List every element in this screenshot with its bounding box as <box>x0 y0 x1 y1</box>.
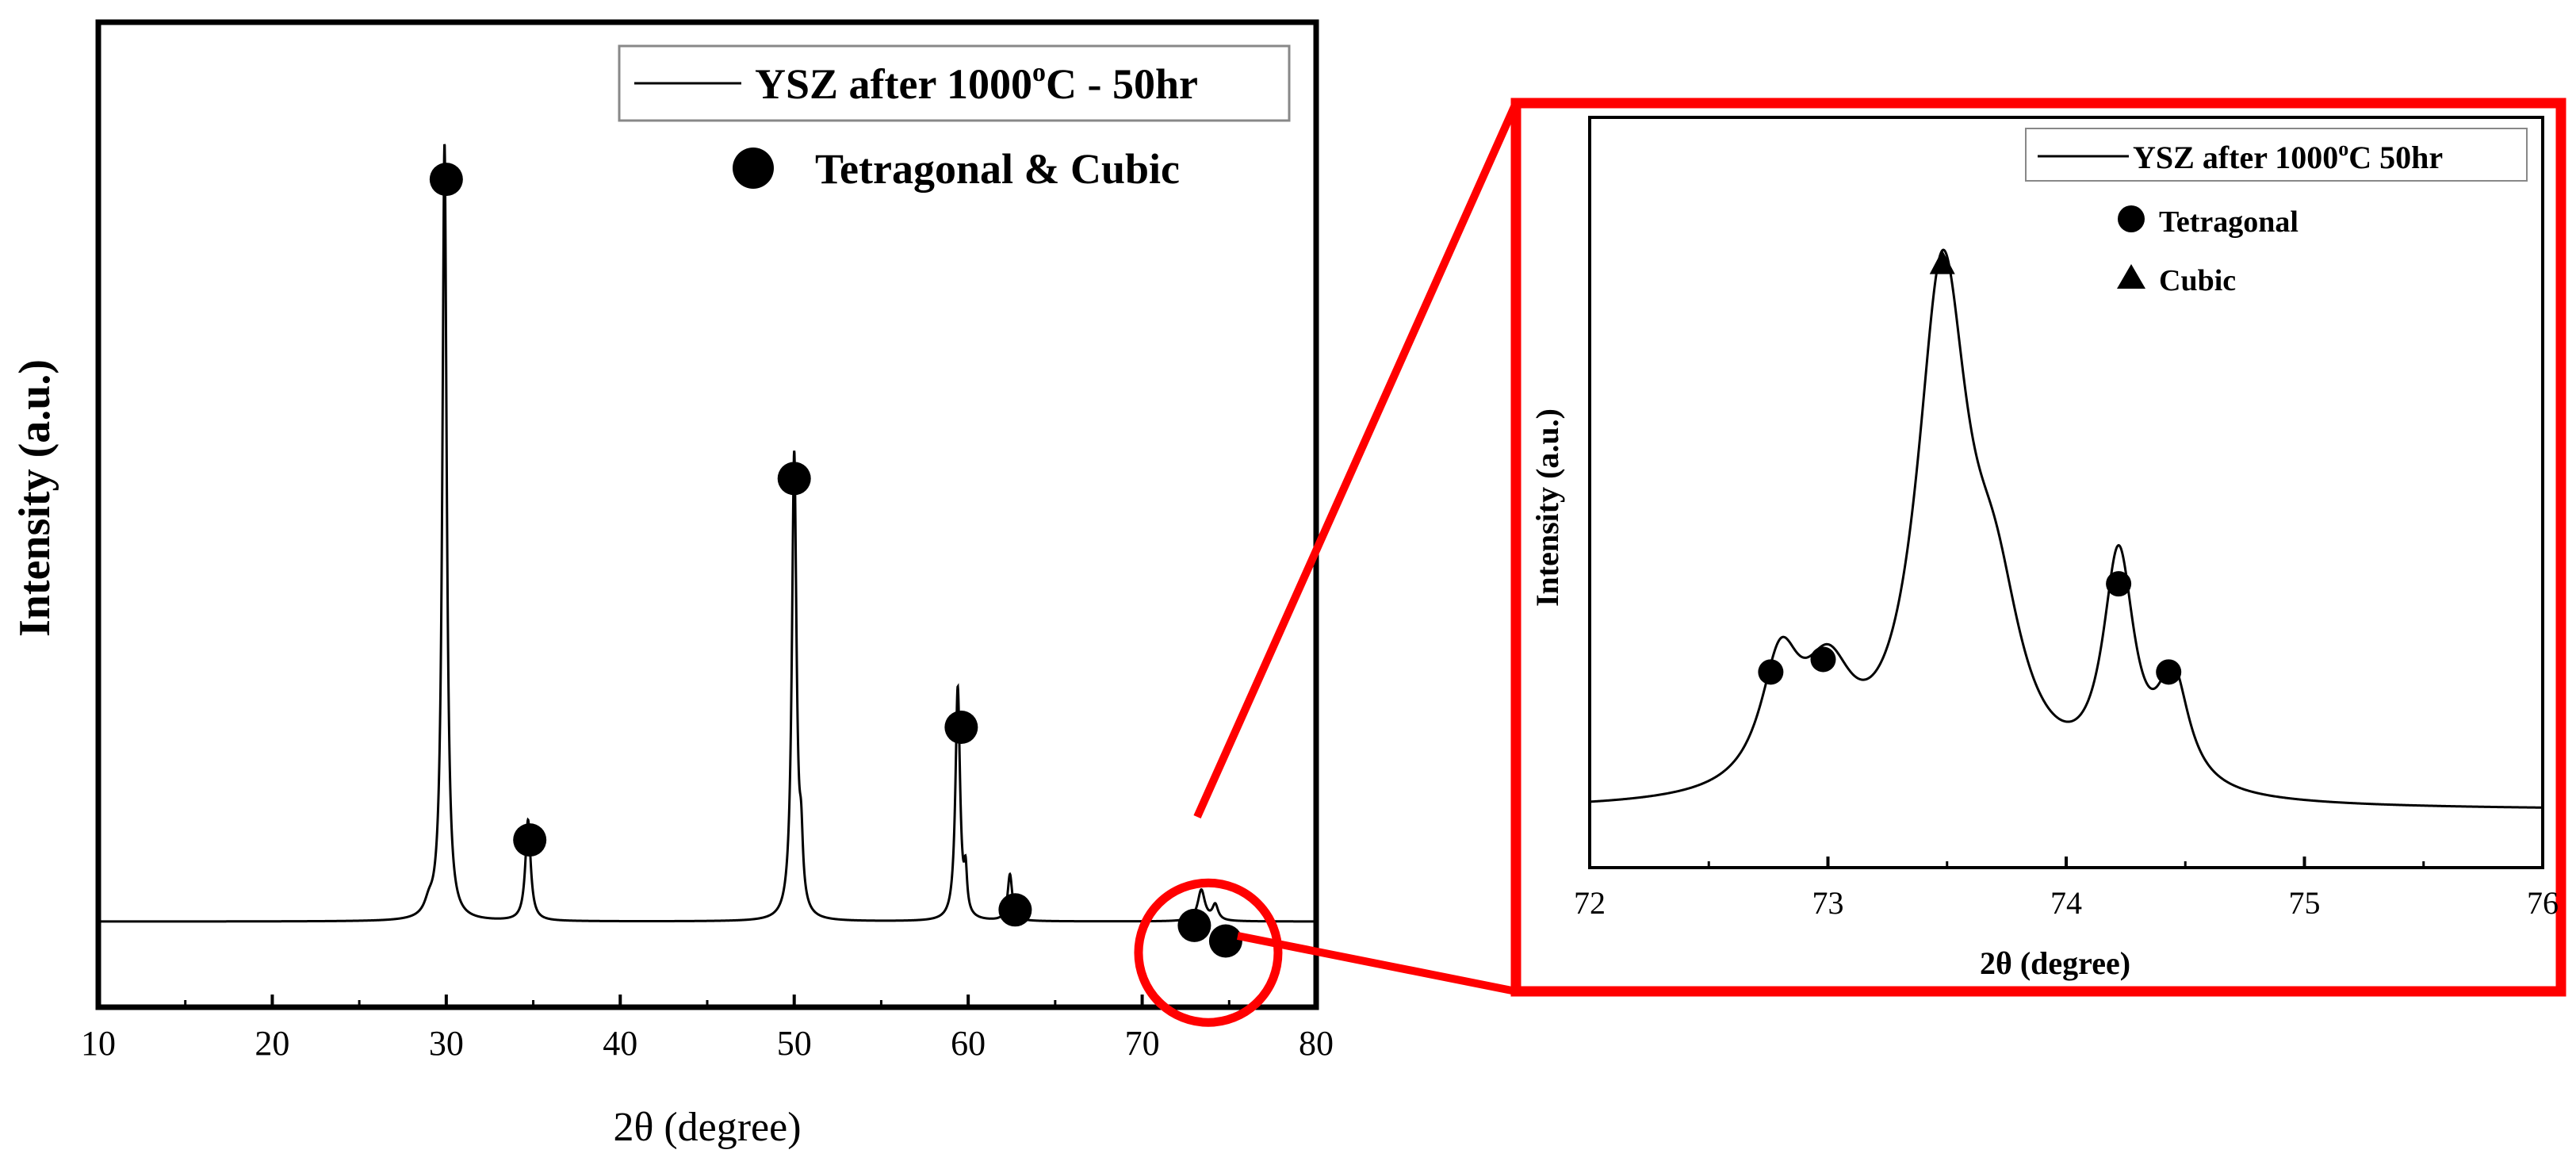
inset-x-ticks <box>1588 857 2544 868</box>
zoom-connector-bottom <box>1237 932 1517 995</box>
inset-legend-label-base: YSZ after 1000 <box>2133 140 2338 175</box>
tetragonal-peak-marker <box>998 893 1032 927</box>
x-tick-label: 74 <box>2050 885 2082 921</box>
inset-legend-label-superscript: o <box>2338 137 2348 160</box>
tetragonal-peak-marker <box>777 462 811 496</box>
tetragonal-peak-marker <box>1758 659 1784 685</box>
zoom-circle <box>1134 878 1283 1027</box>
inset-legend-box <box>2025 128 2528 182</box>
tetragonal-peak-marker <box>429 163 463 197</box>
x-tick-label: 20 <box>255 1024 289 1063</box>
main-legend: YSZ after 1000oC - 50hr Tetragonal & Cub… <box>618 44 1291 193</box>
main-legend-circle-marker <box>733 148 774 189</box>
cubic-peak-marker <box>1929 250 1955 274</box>
x-tick-label: 80 <box>1299 1024 1334 1063</box>
inset-x-tick-labels: 72 73 74 75 76 <box>1574 885 2559 921</box>
x-tick-label: 75 <box>2289 885 2321 921</box>
main-x-ticks <box>97 995 1318 1007</box>
main-y-axis-label: Intensity (a.u.) <box>10 359 59 637</box>
inset-y-axis-label: Intensity (a.u.) <box>1529 408 1565 607</box>
x-tick-label: 70 <box>1125 1024 1160 1063</box>
x-tick-label: 10 <box>81 1024 116 1063</box>
tetragonal-peak-marker <box>1177 908 1211 942</box>
main-legend-label-base: YSZ after 1000 <box>755 60 1032 108</box>
inset-legend-label: YSZ after 1000oC 50hr <box>2133 137 2443 175</box>
x-tick-label: 76 <box>2527 885 2559 921</box>
tetragonal-peak-marker <box>513 823 547 857</box>
tetragonal-peak-marker <box>2106 571 2132 597</box>
tetragonal-peak-marker <box>1208 924 1242 958</box>
tetragonal-peak-marker <box>944 711 978 744</box>
x-tick-label: 40 <box>603 1024 637 1063</box>
main-legend-marker-label: Tetragonal & Cubic <box>815 145 1180 193</box>
x-tick-label: 72 <box>1574 885 1606 921</box>
x-tick-label: 73 <box>1812 885 1844 921</box>
main-legend-label-suffix: C - 50hr <box>1046 60 1198 108</box>
zoom-connector-top <box>1193 101 1520 819</box>
inset-legend-circle-marker <box>2118 205 2145 232</box>
main-peak-markers <box>429 163 1242 958</box>
inset-legend: YSZ after 1000oC 50hr Tetragonal Cubic <box>2025 128 2528 297</box>
main-legend-label: YSZ after 1000oC - 50hr <box>755 58 1198 108</box>
main-x-tick-labels: 10 20 30 40 50 60 70 80 <box>81 1024 1334 1063</box>
inset-peak-markers <box>1758 250 2182 685</box>
inset-legend-label-suffix: C 50hr <box>2348 140 2443 175</box>
inset-red-frame <box>1510 98 2566 997</box>
x-tick-label: 60 <box>951 1024 986 1063</box>
x-tick-label: 50 <box>777 1024 812 1063</box>
inset-series-line <box>1589 248 2543 809</box>
tetragonal-peak-marker <box>2156 659 2182 685</box>
inset-panel: 72 73 74 75 76 2θ (degree) Intensity (a.u.) … <box>1510 98 2566 997</box>
main-series-line <box>98 144 1316 923</box>
main-chart: 10 20 30 40 50 60 70 80 2θ (degree) Intensity (… <box>10 19 1334 1150</box>
tetragonal-peak-marker <box>1810 646 1836 673</box>
inset-legend-tetragonal-label: Tetragonal <box>2159 205 2298 239</box>
inset-legend-cubic-label: Cubic <box>2159 264 2236 297</box>
main-legend-label-superscript: o <box>1032 58 1046 87</box>
x-tick-label: 30 <box>429 1024 464 1063</box>
main-x-axis-label: 2θ (degree) <box>613 1105 801 1150</box>
inset-legend-triangle-marker <box>2117 264 2145 289</box>
inset-x-axis-label: 2θ (degree) <box>1980 945 2130 981</box>
